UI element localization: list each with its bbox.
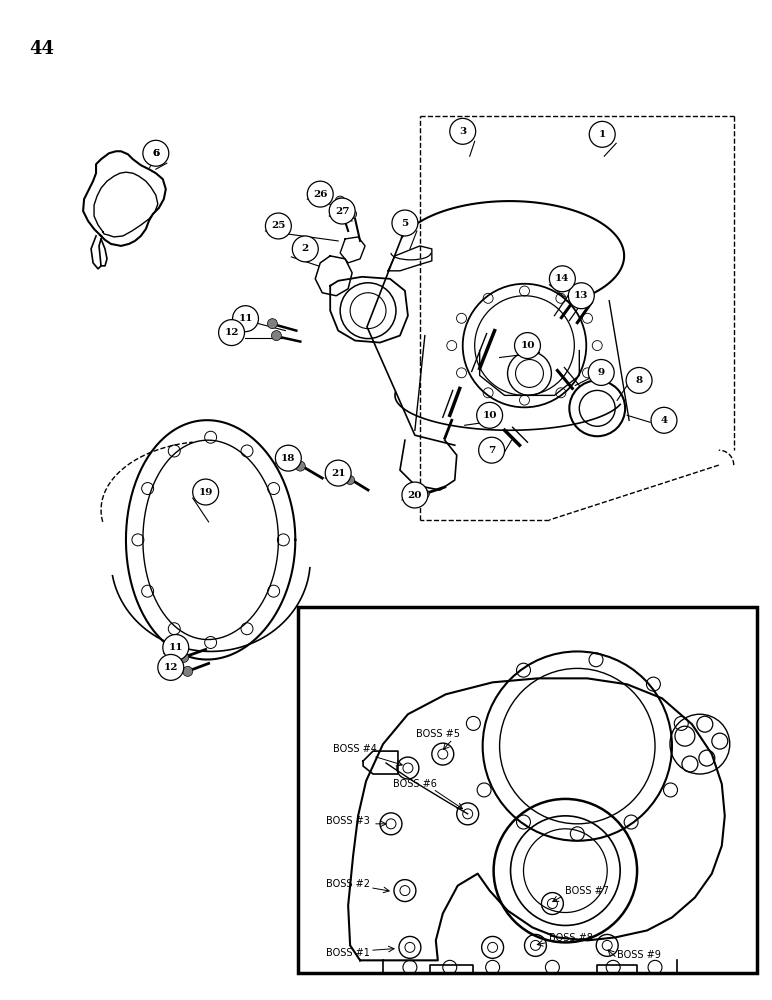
Circle shape <box>335 196 345 206</box>
Text: BOSS #9: BOSS #9 <box>617 950 661 960</box>
Circle shape <box>266 213 291 239</box>
Text: 13: 13 <box>574 291 588 300</box>
Text: 11: 11 <box>168 643 183 652</box>
Text: 25: 25 <box>271 221 286 230</box>
Circle shape <box>550 266 575 292</box>
Circle shape <box>267 319 277 329</box>
Text: BOSS #7: BOSS #7 <box>565 886 609 896</box>
Text: BOSS #4: BOSS #4 <box>334 744 377 754</box>
Circle shape <box>272 331 281 341</box>
Text: 44: 44 <box>29 40 54 58</box>
Circle shape <box>589 121 615 147</box>
Text: BOSS #3: BOSS #3 <box>327 816 370 826</box>
Circle shape <box>588 360 615 385</box>
Circle shape <box>307 181 334 207</box>
Text: 12: 12 <box>164 663 178 672</box>
Circle shape <box>329 198 355 224</box>
Circle shape <box>163 635 188 660</box>
Text: 5: 5 <box>401 219 408 228</box>
Text: BOSS #6: BOSS #6 <box>393 779 437 789</box>
Circle shape <box>218 320 245 346</box>
Circle shape <box>296 461 305 471</box>
Circle shape <box>421 490 429 499</box>
Circle shape <box>450 118 476 144</box>
Text: 7: 7 <box>488 446 496 455</box>
Circle shape <box>651 407 677 433</box>
Circle shape <box>476 402 503 428</box>
Text: 9: 9 <box>598 368 604 377</box>
Text: 18: 18 <box>281 454 296 463</box>
Text: BOSS #2: BOSS #2 <box>327 879 371 889</box>
Text: 20: 20 <box>408 491 422 500</box>
Text: 11: 11 <box>239 314 252 323</box>
Text: 6: 6 <box>152 149 160 158</box>
Text: BOSS #5: BOSS #5 <box>416 729 460 739</box>
Text: 21: 21 <box>331 469 345 478</box>
Circle shape <box>514 333 540 359</box>
Text: 10: 10 <box>482 411 497 420</box>
Circle shape <box>402 482 428 508</box>
Circle shape <box>626 367 652 393</box>
Bar <box>298 607 757 973</box>
Text: 12: 12 <box>225 328 239 337</box>
Circle shape <box>346 476 354 485</box>
Text: 4: 4 <box>660 416 668 425</box>
Circle shape <box>479 437 505 463</box>
Circle shape <box>179 652 188 662</box>
Text: BOSS #8: BOSS #8 <box>550 933 594 943</box>
Circle shape <box>183 666 193 676</box>
Circle shape <box>347 210 357 219</box>
Text: 6: 6 <box>152 149 160 158</box>
Circle shape <box>293 236 318 262</box>
Circle shape <box>193 479 218 505</box>
Text: BOSS #1: BOSS #1 <box>327 948 370 958</box>
Text: 2: 2 <box>302 244 309 253</box>
Text: 8: 8 <box>635 376 642 385</box>
Text: 3: 3 <box>459 127 466 136</box>
Circle shape <box>157 654 184 680</box>
Text: 19: 19 <box>198 488 213 497</box>
Text: 14: 14 <box>555 274 570 283</box>
Text: 1: 1 <box>598 130 606 139</box>
Text: 10: 10 <box>520 341 535 350</box>
Circle shape <box>232 306 259 332</box>
Circle shape <box>145 142 167 164</box>
Circle shape <box>143 140 169 166</box>
Text: 27: 27 <box>335 207 350 216</box>
Circle shape <box>568 283 594 309</box>
Circle shape <box>276 445 301 471</box>
Text: 26: 26 <box>313 190 327 199</box>
Circle shape <box>392 210 418 236</box>
Circle shape <box>325 460 351 486</box>
